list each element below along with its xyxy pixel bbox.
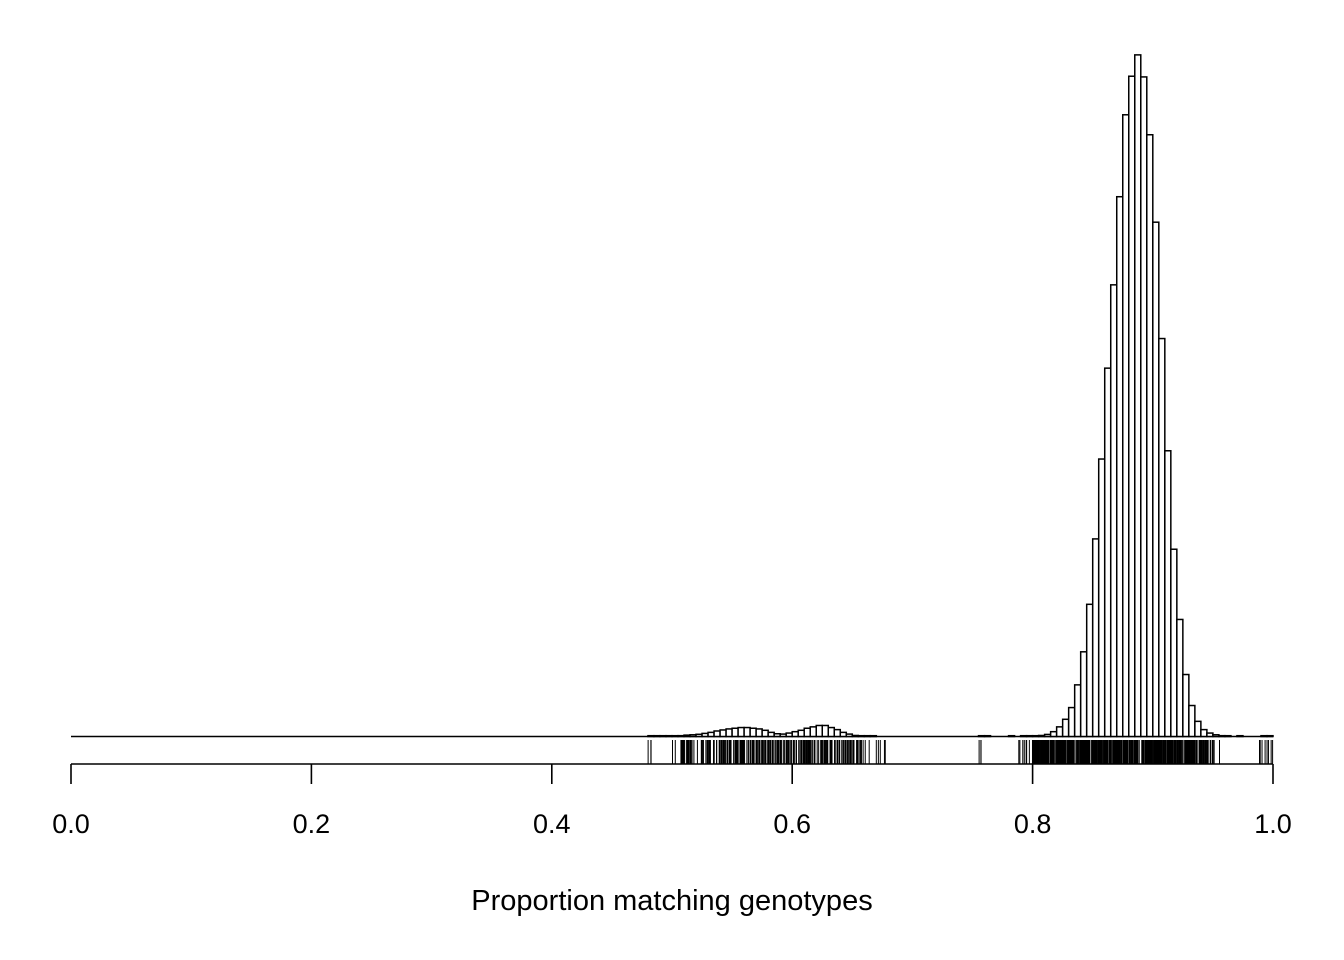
- histogram-bar: [1043, 733, 1052, 738]
- x-tick-label: 0.2: [293, 809, 331, 839]
- x-tick-label: 0.8: [1014, 809, 1052, 839]
- histogram-bar: [1073, 684, 1082, 738]
- histogram-bar: [1049, 730, 1058, 738]
- histogram-bar: [1146, 134, 1154, 738]
- histogram-bar: [761, 729, 769, 738]
- histogram-bar: [1188, 704, 1196, 738]
- histogram-bar: [1128, 75, 1136, 738]
- histogram-bar: [1109, 284, 1118, 738]
- histogram-bar: [803, 727, 811, 738]
- histogram-bar: [839, 731, 848, 738]
- histogram-bar: [683, 734, 691, 738]
- histogram-bar: [1061, 718, 1070, 738]
- histogram-bar: [1037, 734, 1046, 738]
- histogram-bar: [1115, 195, 1124, 738]
- histogram-bar: [785, 732, 793, 738]
- histogram-bar: [821, 724, 830, 738]
- histogram-bar: [737, 726, 745, 738]
- histogram-bar: [755, 728, 763, 738]
- histogram-bar: [1218, 734, 1226, 738]
- histogram-bar: [863, 734, 872, 738]
- x-axis: 0.0 0.2 0.4 0.6 0.8 1.0: [52, 763, 1292, 839]
- histogram-bar: [707, 731, 715, 738]
- histogram-bar: [731, 727, 739, 738]
- histogram-bar: [869, 734, 878, 738]
- histogram-bar: [1085, 603, 1094, 738]
- histogram-bar: [1007, 734, 1016, 738]
- histogram-bar: [1206, 732, 1214, 738]
- histogram-bar: [1140, 76, 1148, 738]
- histogram-bar: [827, 726, 836, 738]
- histogram-bar: [677, 734, 685, 738]
- histogram-bar: [1182, 673, 1190, 738]
- histogram-bar: [1176, 618, 1184, 738]
- histogram-bar: [647, 734, 655, 738]
- histogram-bar: [1224, 734, 1232, 738]
- histogram-bar: [809, 726, 817, 738]
- histogram-bar: [1158, 337, 1166, 738]
- histogram-bar: [857, 734, 866, 738]
- histogram-bar: [743, 726, 751, 738]
- x-tick-label: 0.6: [773, 809, 811, 839]
- histogram-bar: [1019, 734, 1028, 738]
- histogram-bar: [689, 734, 697, 738]
- rug-marks: [647, 740, 1274, 764]
- histogram-bar: [701, 732, 709, 738]
- histogram-bar: [1212, 734, 1220, 738]
- histogram-bar: [695, 733, 703, 738]
- histogram-bar: [815, 724, 823, 738]
- histogram-bar: [983, 734, 992, 738]
- histogram-bar: [1170, 548, 1178, 738]
- histogram-bar: [1103, 367, 1112, 738]
- histogram-bar: [1194, 720, 1202, 738]
- histogram-bar: [653, 734, 661, 738]
- histogram-bar: [1260, 734, 1268, 738]
- histogram-bar: [779, 733, 787, 738]
- histogram-bar: [1152, 221, 1160, 738]
- histogram-bar: [1079, 651, 1088, 738]
- histogram-bar: [671, 734, 679, 738]
- histogram-bar: [1025, 734, 1034, 738]
- histogram-bars: [647, 54, 1274, 738]
- x-tick-label: 0.4: [533, 809, 571, 839]
- histogram-bar: [1200, 728, 1208, 738]
- histogram-bar: [833, 728, 842, 738]
- histogram-bar: [749, 727, 757, 738]
- x-tick-label: 0.0: [52, 809, 90, 839]
- histogram-bar: [773, 733, 781, 738]
- histogram-bar: [1091, 538, 1100, 738]
- histogram-bar: [851, 734, 860, 738]
- histogram-bar: [1031, 734, 1040, 738]
- histogram-bar: [797, 729, 805, 738]
- histogram-bar: [725, 728, 733, 738]
- x-tick-label: 1.0: [1254, 809, 1292, 839]
- histogram-bar: [665, 734, 673, 738]
- histogram-bar: [977, 734, 986, 738]
- histogram-bar: [845, 733, 854, 738]
- histogram-bar: [1266, 734, 1274, 738]
- histogram-bar: [1067, 706, 1076, 738]
- histogram-bar: [1134, 54, 1142, 738]
- x-axis-title: Proportion matching genotypes: [471, 885, 872, 917]
- histogram-bar: [1164, 450, 1172, 738]
- histogram-bar: [767, 731, 775, 738]
- histogram-bar: [719, 729, 727, 738]
- histogram-bar: [791, 730, 799, 738]
- histogram-bar: [1236, 734, 1244, 738]
- histogram-bar: [659, 734, 667, 738]
- histogram-bar: [1055, 726, 1064, 738]
- histogram-bar: [1122, 114, 1130, 738]
- histogram-bar: [713, 730, 721, 738]
- histogram-bar: [1097, 458, 1106, 738]
